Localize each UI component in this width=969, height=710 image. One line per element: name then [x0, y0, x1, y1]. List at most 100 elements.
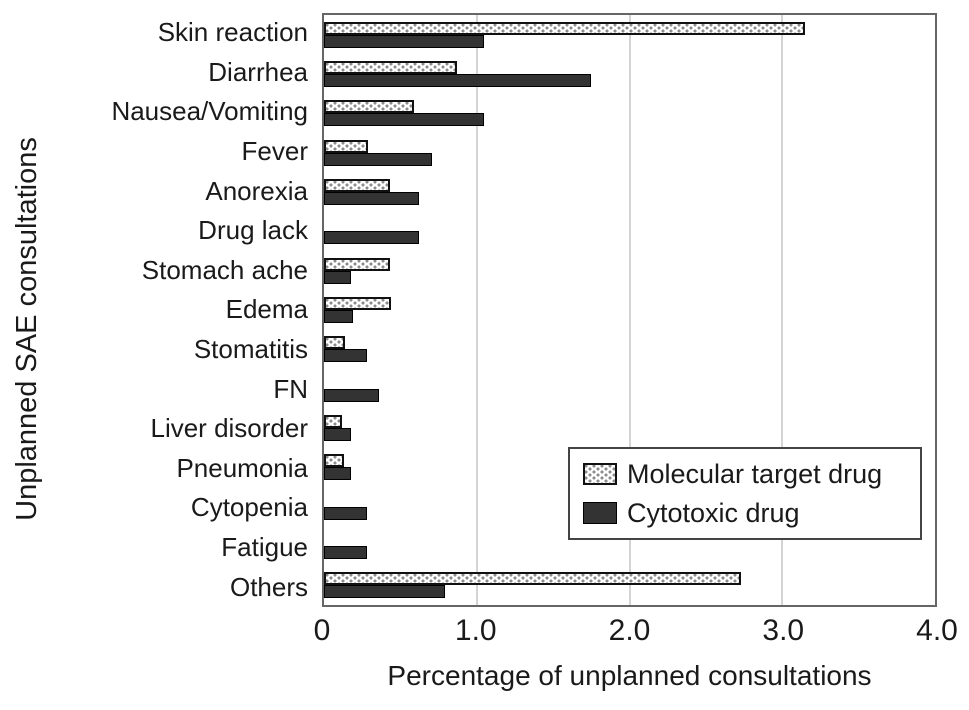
bar-molecular-target-drug-stomach-ache [324, 257, 390, 271]
bar-molecular-target-drug-diarrhea [324, 60, 457, 74]
bar-cytotoxic-drug-edema [324, 309, 354, 323]
bar-group-others [324, 566, 935, 605]
category-label-pneumonia: Pneumonia [176, 452, 308, 483]
bar-slot [324, 454, 935, 468]
bar-slot [324, 545, 935, 559]
bar-slot [324, 178, 935, 192]
bar-slot [324, 34, 935, 48]
x-tick-label-0: 0 [313, 614, 331, 647]
category-label-fn: FN [273, 373, 308, 404]
x-axis-tick-labels: 0 1.0 2.0 3.0 4.0 [314, 612, 958, 650]
bar-slot [324, 231, 935, 245]
category-label-fatigue: Fatigue [221, 532, 308, 563]
bar-groups [324, 15, 935, 605]
category-label-diarrhea: Diarrhea [208, 56, 308, 87]
bar-slot [324, 270, 935, 284]
category-label-liver-disorder: Liver disorder [150, 413, 308, 444]
category-axis-labels: Skin reaction Diarrhea Nausea/Vomiting Feve… [0, 13, 308, 607]
molecular-target-drug-swatch-icon [583, 463, 617, 485]
gridline-3 [781, 15, 784, 605]
bar-molecular-target-drug-fever [324, 139, 369, 153]
bar-molecular-target-drug-others [324, 572, 741, 586]
category-label-drug-lack: Drug lack [198, 215, 308, 246]
x-tick-label-4.0: 4.0 [916, 614, 958, 647]
bar-group-fever [324, 133, 935, 172]
bar-slot [324, 349, 935, 363]
category-label-others: Others [229, 571, 308, 602]
bar-slot [324, 139, 935, 153]
bar-cytotoxic-drug-stomach-ache [324, 270, 352, 284]
bar-slot [324, 467, 935, 481]
bar-cytotoxic-drug-anorexia [324, 191, 419, 205]
bar-molecular-target-drug-skin-reaction [324, 21, 806, 35]
bar-group-nausea-vomiting [324, 94, 935, 133]
bar-slot [324, 388, 935, 402]
bar-group-stomatitis [324, 330, 935, 369]
bar-group-edema [324, 290, 935, 329]
bar-molecular-target-drug-anorexia [324, 178, 390, 192]
bar-cytotoxic-drug-skin-reaction [324, 34, 485, 48]
bar-slot [324, 414, 935, 428]
bar-cytotoxic-drug-fatigue [324, 545, 367, 559]
category-label-stomach-ache: Stomach ache [141, 254, 308, 285]
bar-slot [324, 376, 935, 389]
bar-slot [324, 257, 935, 271]
bar-slot [324, 100, 935, 114]
bar-cytotoxic-drug-cytopenia [324, 506, 367, 520]
bar-molecular-target-drug-nausea-vomiting [324, 100, 415, 114]
bar-group-fatigue [324, 526, 935, 565]
bar-cytotoxic-drug-diarrhea [324, 73, 592, 87]
category-label-skin-reaction: Skin reaction [157, 17, 308, 48]
bar-slot [324, 572, 935, 586]
bar-group-diarrhea [324, 54, 935, 93]
bar-molecular-target-drug-liver-disorder [324, 414, 343, 428]
bar-group-drug-lack [324, 212, 935, 251]
bar-group-cytopenia [324, 487, 935, 526]
bar-cytotoxic-drug-drug-lack [324, 231, 419, 245]
bar-cytotoxic-drug-others [324, 585, 445, 599]
bar-molecular-target-drug-stomatitis [324, 336, 346, 350]
bar-group-liver-disorder [324, 408, 935, 447]
legend-label-cytotoxic-drug: Cytotoxic drug [627, 498, 800, 528]
bar-slot [324, 336, 935, 350]
bar-cytotoxic-drug-liver-disorder [324, 427, 352, 441]
x-tick-label-2.0: 2.0 [608, 614, 651, 647]
bar-group-fn [324, 369, 935, 408]
gridline-2 [628, 15, 631, 605]
bar-cytotoxic-drug-pneumonia [324, 467, 352, 481]
legend: Molecular target drug Cytotoxic drug [568, 447, 922, 540]
bar-group-pneumonia [324, 448, 935, 487]
bar-slot [324, 427, 935, 441]
category-label-cytopenia: Cytopenia [190, 492, 308, 523]
bar-slot [324, 218, 935, 231]
category-label-nausea-vomiting: Nausea/Vomiting [111, 96, 308, 127]
legend-label-molecular-target-drug: Molecular target drug [627, 459, 883, 489]
bar-slot [324, 152, 935, 166]
bar-slot [324, 296, 935, 310]
bar-slot [324, 60, 935, 74]
category-label-fever: Fever [241, 136, 308, 167]
bar-group-skin-reaction [324, 15, 935, 54]
legend-entry-cytotoxic-drug: Cytotoxic drug [583, 498, 920, 528]
gridline-1 [475, 15, 478, 605]
bar-slot [324, 73, 935, 87]
category-label-edema: Edema [225, 294, 308, 325]
bar-cytotoxic-drug-fever [324, 152, 433, 166]
bar-slot [324, 309, 935, 323]
category-label-stomatitis: Stomatitis [193, 334, 308, 365]
x-tick-label-3.0: 3.0 [762, 614, 805, 647]
bar-group-anorexia [324, 172, 935, 211]
bar-cytotoxic-drug-nausea-vomiting [324, 113, 485, 127]
bar-slot [324, 506, 935, 520]
bar-slot [324, 191, 935, 205]
bar-group-stomach-ache [324, 251, 935, 290]
category-label-anorexia: Anorexia [205, 175, 308, 206]
bar-cytotoxic-drug-stomatitis [324, 349, 367, 363]
bar-molecular-target-drug-pneumonia [324, 454, 344, 468]
bar-slot [324, 21, 935, 35]
bar-slot [324, 585, 935, 599]
x-axis-title: Percentage of unplanned consultations [387, 660, 872, 691]
bar-cytotoxic-drug-fn [324, 388, 379, 402]
bar-slot [324, 113, 935, 127]
